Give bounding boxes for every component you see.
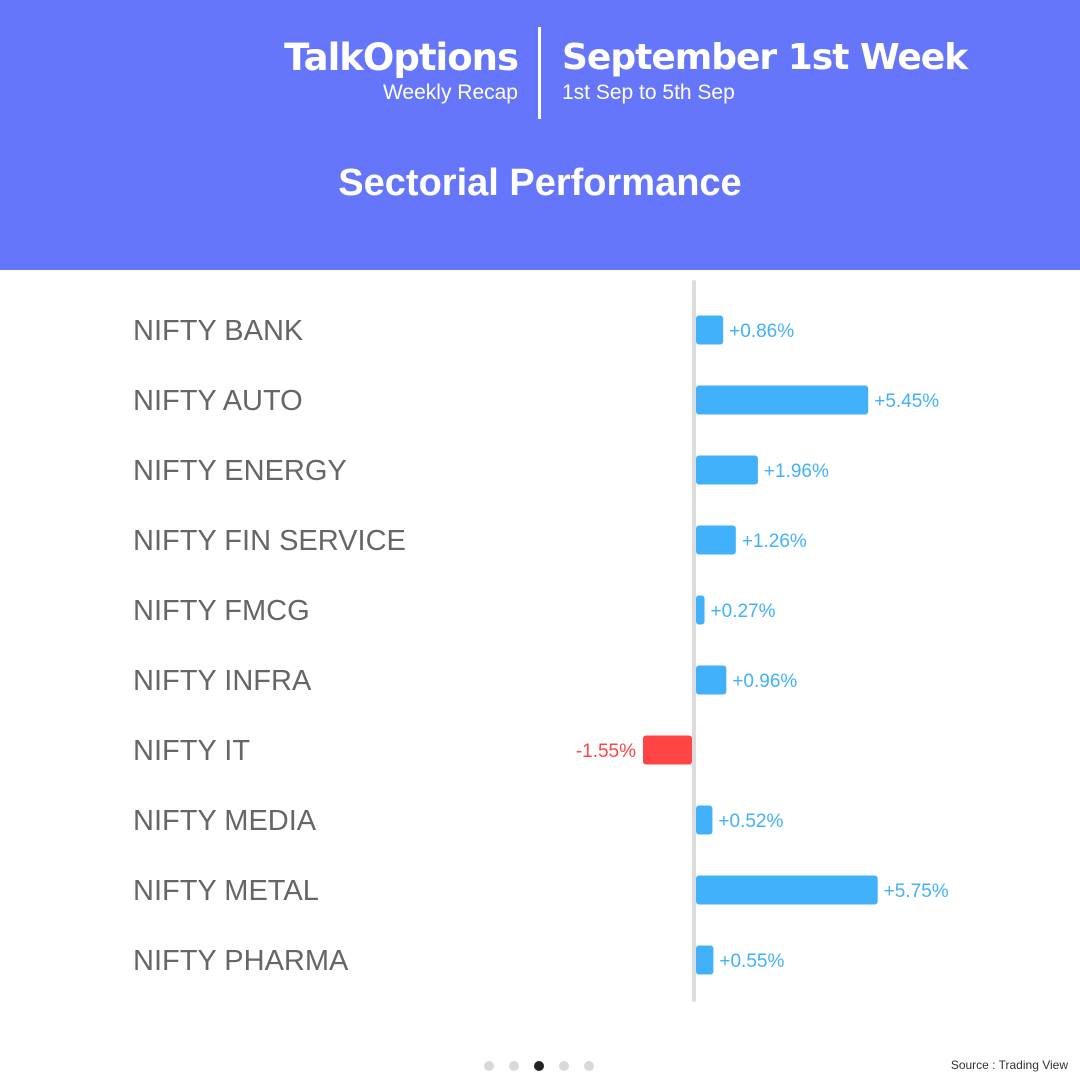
pagination-dot[interactable]	[559, 1061, 569, 1071]
bar	[696, 455, 758, 485]
value-label: +0.55%	[719, 951, 784, 972]
pagination-dot[interactable]	[534, 1061, 544, 1071]
section-title: Sectorial Performance	[338, 162, 742, 204]
pagination-dot[interactable]	[584, 1061, 594, 1071]
bar	[696, 595, 705, 625]
value-label: +0.52%	[718, 811, 783, 832]
value-label: +0.86%	[729, 321, 794, 342]
source-note: Source : Trading View	[950, 1058, 1068, 1072]
header-divider	[538, 27, 541, 119]
bar	[696, 875, 878, 905]
category-label: NIFTY FIN SERVICE	[133, 525, 406, 557]
category-label: NIFTY METAL	[133, 875, 319, 907]
bar	[696, 525, 736, 555]
bar	[696, 385, 869, 415]
category-label: NIFTY INFRA	[133, 665, 312, 697]
week-dates: 1st Sep to 5th Sep	[562, 81, 735, 104]
pagination-dot[interactable]	[509, 1061, 519, 1071]
zero-axis	[692, 280, 696, 1002]
category-label: NIFTY IT	[133, 735, 250, 767]
week-title: September 1st Week	[562, 37, 968, 78]
category-label: NIFTY MEDIA	[133, 805, 317, 837]
value-label: +1.26%	[742, 531, 807, 552]
bar	[643, 735, 692, 765]
bar	[696, 805, 713, 835]
category-label: NIFTY PHARMA	[133, 945, 349, 977]
bar	[696, 945, 714, 975]
value-label: +0.96%	[732, 671, 797, 692]
category-label: NIFTY BANK	[133, 315, 304, 347]
value-label: +5.45%	[874, 391, 939, 412]
bar	[696, 665, 727, 695]
value-label: -1.55%	[576, 741, 636, 762]
week-block: September 1st Week 1st Sep to 5th Sep	[562, 36, 968, 106]
bar	[696, 315, 724, 345]
brand-subtitle: Weekly Recap	[382, 81, 518, 104]
value-label: +1.96%	[764, 461, 829, 482]
pagination-dot[interactable]	[484, 1061, 494, 1071]
pagination-dots[interactable]	[484, 1061, 594, 1071]
value-label: +0.27%	[711, 601, 776, 622]
category-label: NIFTY AUTO	[133, 385, 303, 417]
category-label: NIFTY FMCG	[133, 595, 310, 627]
value-label: +5.75%	[884, 881, 949, 902]
brand-block: TalkOptions Weekly Recap	[284, 36, 519, 106]
category-label: NIFTY ENERGY	[133, 455, 347, 487]
brand-name: TalkOptions	[284, 36, 519, 79]
